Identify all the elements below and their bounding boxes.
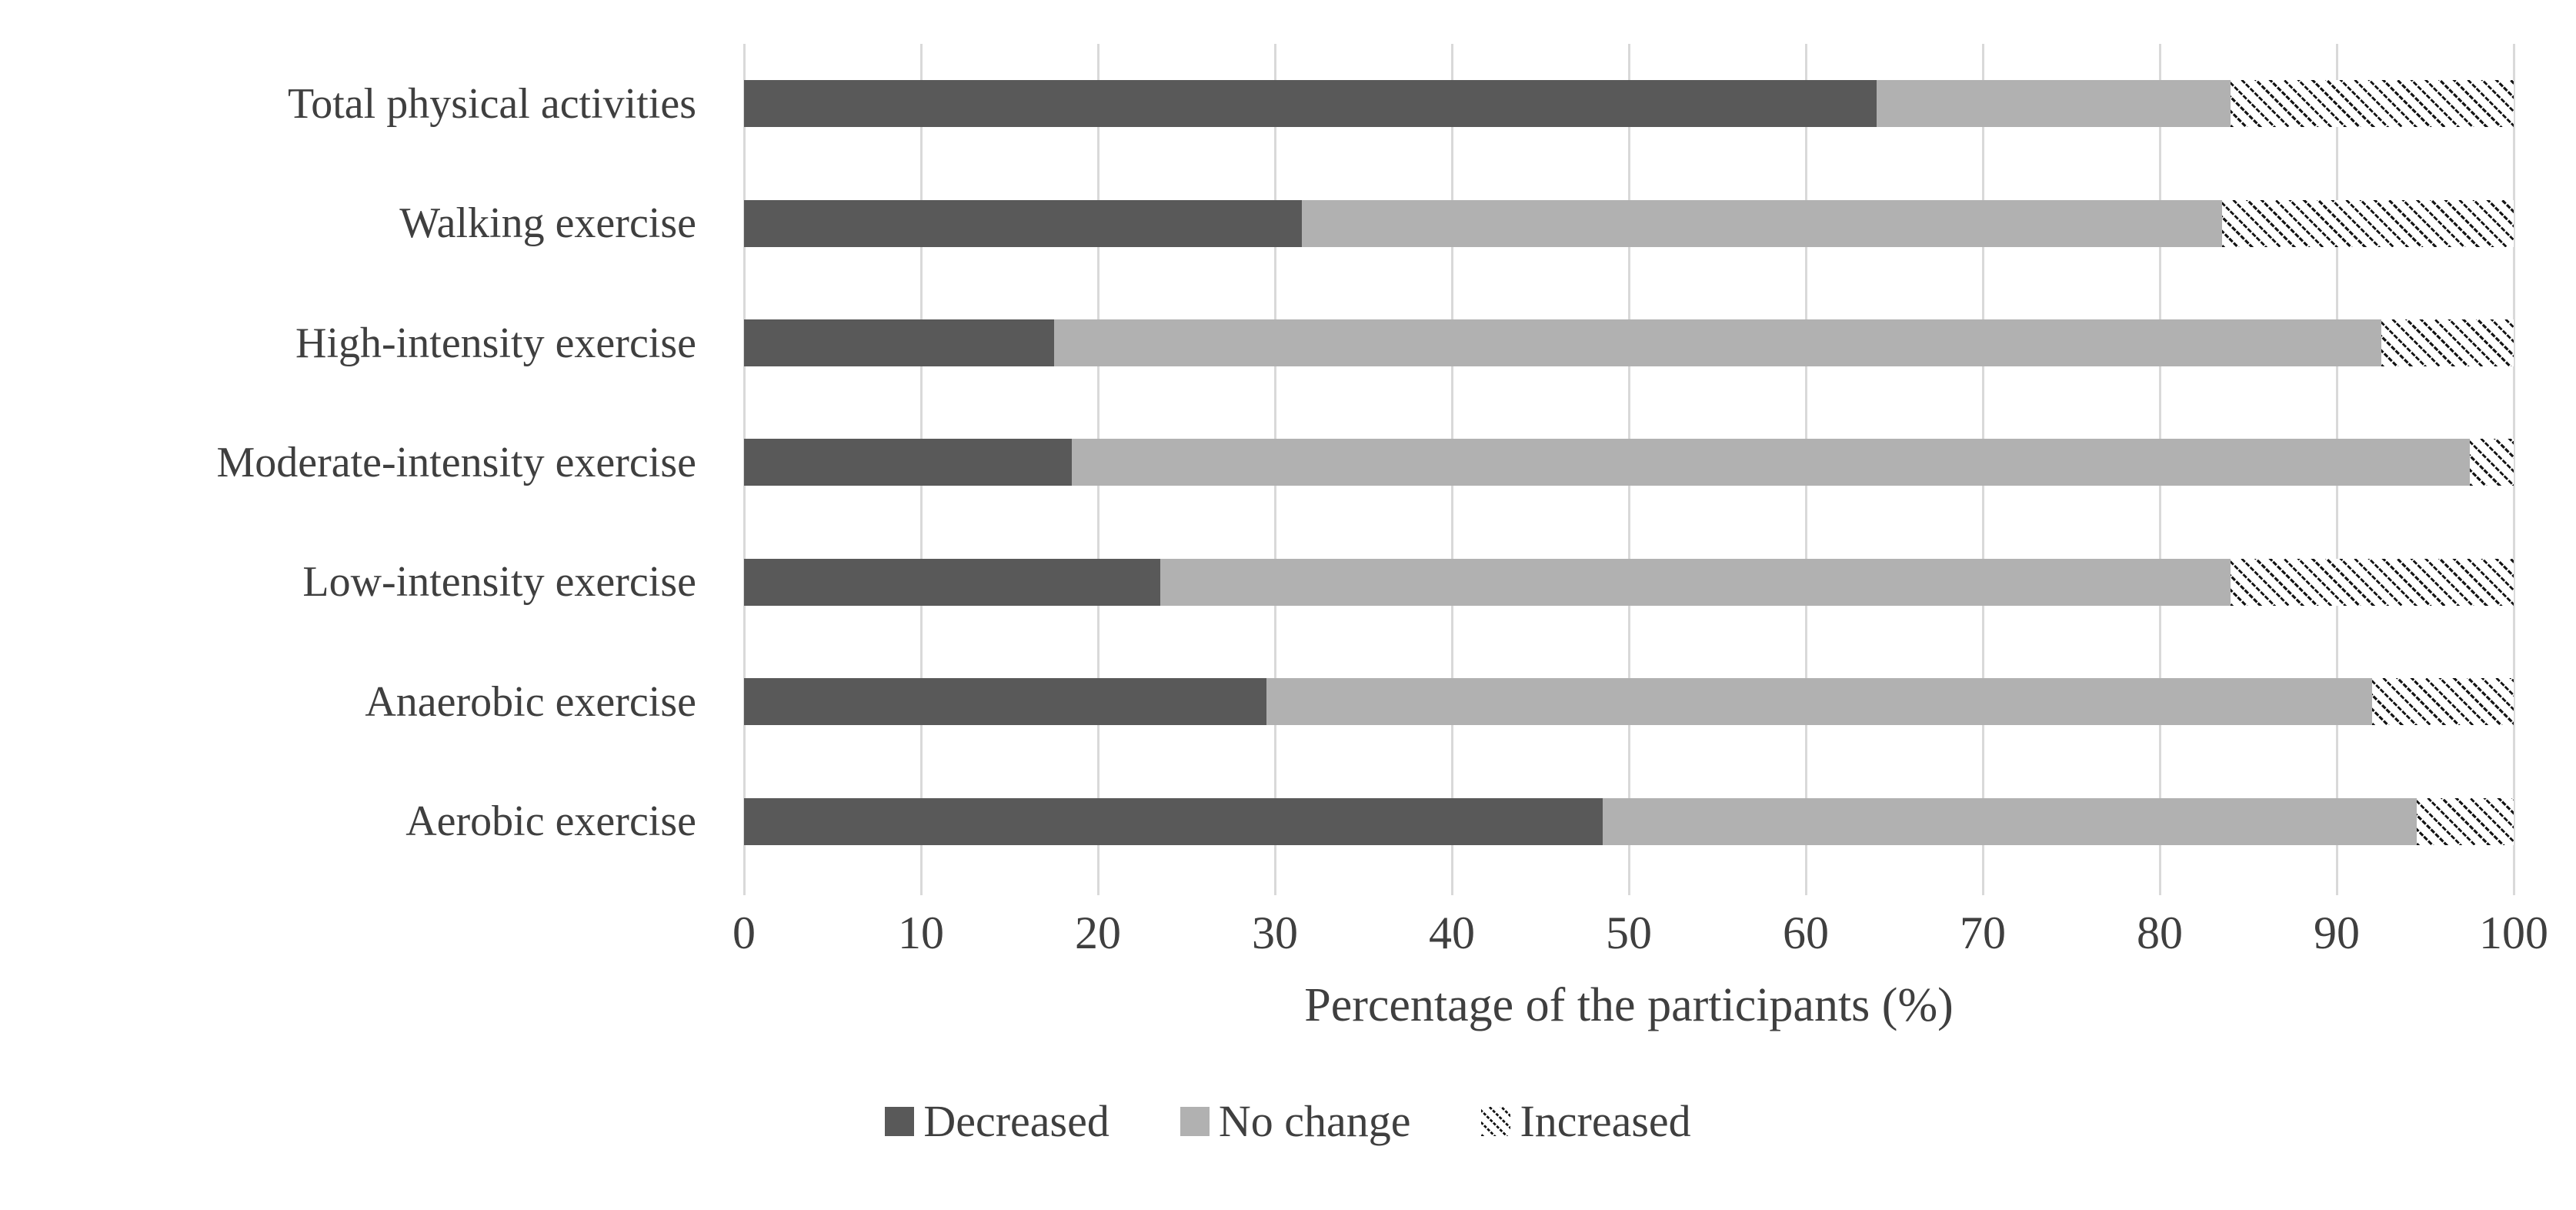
category-label: High-intensity exercise: [295, 319, 696, 367]
bar-segment-increased: [2231, 558, 2514, 606]
gridline: [2512, 44, 2515, 895]
x-tick-label: 80: [2137, 908, 2183, 958]
bar-segment-no-change: [1071, 439, 2470, 486]
bar-segment-increased: [2381, 319, 2514, 366]
bar-segment-no-change: [1877, 80, 2231, 128]
bar-segment-increased: [2416, 797, 2514, 845]
x-tick-label: 70: [1960, 908, 2006, 958]
x-tick-label: 50: [1606, 908, 1652, 958]
bar-segment-no-change: [1053, 319, 2381, 366]
legend-item-no-change: No change: [1180, 1096, 1411, 1146]
bar-segment-increased: [2221, 199, 2514, 247]
bar-segment-decreased: [744, 558, 1160, 606]
legend-label: Increased: [1520, 1096, 1691, 1146]
x-tick-label: 100: [2479, 908, 2548, 958]
legend-swatch-decreased: [885, 1107, 915, 1136]
category-label: Aerobic exercise: [405, 797, 696, 846]
x-tick-label: 10: [898, 908, 944, 958]
legend: Decreased No change Increased: [0, 1099, 2576, 1144]
legend-item-increased: Increased: [1481, 1096, 1691, 1146]
bar-segment-increased: [2231, 80, 2514, 128]
bar-row: [744, 797, 2514, 845]
bar-segment-no-change: [1301, 199, 2222, 247]
category-label: Walking exercise: [399, 199, 696, 248]
bar-segment-decreased: [744, 797, 1603, 845]
legend-swatch-increased: [1481, 1107, 1511, 1136]
bar-segment-decreased: [744, 199, 1302, 247]
bar-segment-decreased: [744, 319, 1054, 366]
category-label: Moderate-intensity exercise: [216, 438, 696, 486]
bar-segment-decreased: [744, 678, 1266, 726]
category-label: Low-intensity exercise: [302, 558, 696, 607]
bar-row: [744, 678, 2514, 726]
legend-swatch-no-change: [1180, 1107, 1210, 1136]
bar-segment-no-change: [1602, 797, 2417, 845]
category-label: Anaerobic exercise: [365, 677, 696, 726]
legend-label: No change: [1218, 1096, 1411, 1146]
bar-segment-increased: [2372, 678, 2514, 726]
x-tick-label: 0: [732, 908, 756, 958]
x-tick-label: 20: [1075, 908, 1121, 958]
x-tick-label: 30: [1252, 908, 1298, 958]
bar-row: [744, 319, 2514, 366]
bar-segment-no-change: [1266, 678, 2372, 726]
bar-row: [744, 558, 2514, 606]
bar-segment-increased: [2469, 439, 2514, 486]
x-axis-title: Percentage of the participants (%): [1304, 979, 1954, 1031]
bar-row: [744, 199, 2514, 247]
category-label: Total physical activities: [287, 79, 696, 128]
bar-row: [744, 80, 2514, 128]
x-tick-label: 60: [1783, 908, 1829, 958]
x-tick-label: 90: [2314, 908, 2360, 958]
legend-item-decreased: Decreased: [885, 1099, 1109, 1144]
bar-row: [744, 439, 2514, 486]
x-tick-label: 40: [1429, 908, 1475, 958]
bar-segment-decreased: [744, 80, 1877, 128]
bar-segment-no-change: [1160, 558, 2231, 606]
legend-label: Decreased: [923, 1096, 1109, 1146]
bar-segment-decreased: [744, 439, 1072, 486]
